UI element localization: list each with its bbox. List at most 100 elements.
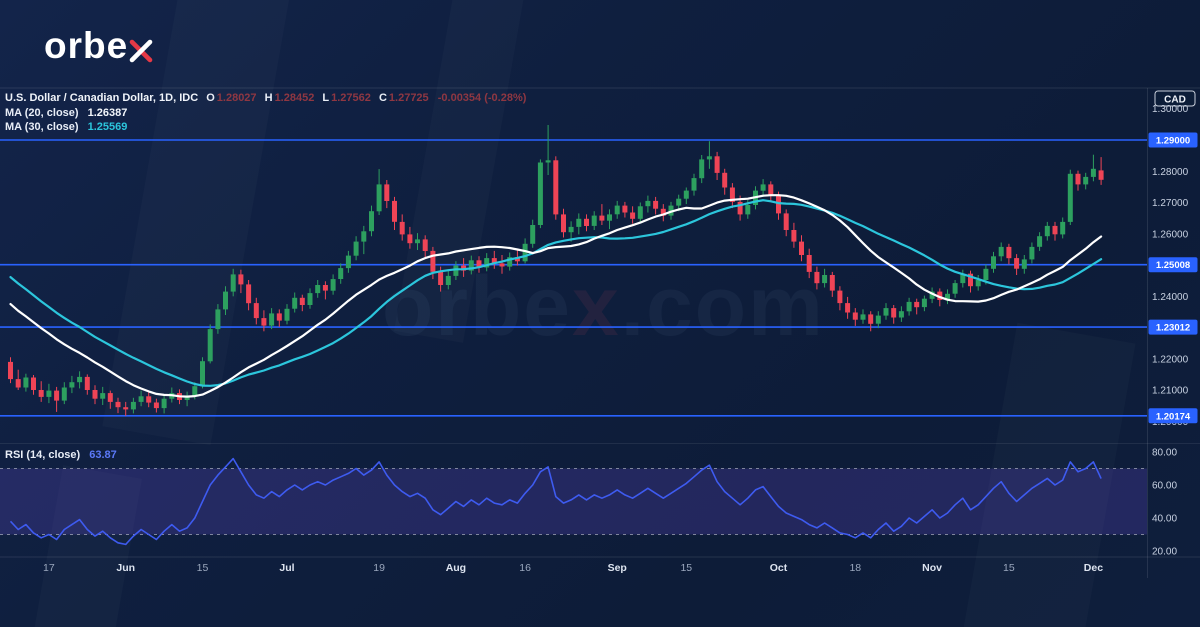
candle-body [453,265,459,276]
candle-body [898,311,904,318]
candle-body [1052,225,1058,235]
candle-body [868,314,874,324]
candle-body [507,257,513,267]
currency-badge [1154,90,1196,107]
candle-body [84,376,90,390]
close-label: C [378,92,387,104]
candle-body [837,290,843,304]
candles-layer[interactable] [8,125,1104,416]
candle-body [576,218,582,227]
candle-body [852,312,858,320]
ma30-line[interactable] [9,199,1103,387]
price-tick-label: 1.24000 [1152,292,1189,303]
ma20-label: MA (20, close) [5,106,79,119]
price-tick-label: 1.30000 [1152,104,1189,115]
open-label: O [206,92,215,104]
candle-body [722,172,728,188]
candle-body [192,386,198,397]
price-tick-label: 1.26000 [1152,229,1189,240]
rsi-line[interactable] [9,457,1102,546]
candle-body [361,231,367,242]
orbex-logo: orbe [44,26,153,66]
candle-body [914,301,920,308]
close-value: 1.27725 [388,92,429,104]
candle-body [299,297,305,305]
price-tick-label: 1.27000 [1152,198,1189,209]
rsi-legend-row[interactable]: RSI (14, close) 63.87 [5,449,117,461]
candle-body [130,401,136,410]
candle-body [115,401,121,408]
candle-body [445,275,451,285]
candle-body [960,273,966,284]
ma20-value: 1.26387 [87,106,128,119]
candle-body [253,303,259,319]
low-label: L [322,92,330,104]
candle-body [1060,221,1066,235]
candle-body [791,230,797,242]
candle-body [829,275,835,291]
candle-body [422,239,428,251]
orbex-logo-text: orbe [44,25,129,66]
price-level-badge-label: 1.20174 [1156,411,1191,422]
candle-body [230,274,236,292]
candle-body [107,393,113,402]
candle-body [968,273,973,287]
candle-body [484,258,490,268]
candle-body [653,200,659,209]
candle-body [123,407,129,410]
candle-body [891,308,897,318]
candle-body [238,274,244,285]
candle-body [23,377,29,388]
candle-body [1014,258,1020,269]
candle-body [369,211,374,232]
candle-body [676,198,682,206]
candle-body [937,291,943,300]
candle-body [699,159,705,179]
time-tick-label: 17 [43,562,55,574]
candle-body [353,241,359,256]
time-axis[interactable]: 17 Jun 15 Jul 19 Aug 16 Sep 15 Oct 18 Nov 15 Dec [43,562,1103,574]
candle-body [921,298,927,308]
ma30-value: 1.25569 [87,121,128,133]
candle-body [607,214,612,221]
time-tick-label: Aug [446,562,466,574]
candle-body [468,260,474,271]
candle-body [537,162,543,225]
symbol-title-row[interactable]: U.S. Dollar / Canadian Dollar, 1D, IDC O… [5,91,526,106]
ma30-legend-row[interactable]: MA (30, close) 1.25569 [5,120,526,135]
candle-body [814,271,820,284]
price-level-badge-label: 1.29000 [1156,136,1190,147]
high-label: H [264,92,273,104]
candle-body [706,156,712,160]
ma20-line[interactable] [9,194,1103,398]
candle-body [1098,170,1104,180]
price-level-badge [1148,319,1198,335]
time-tick-label: Jun [116,562,135,574]
candle-body [100,393,106,399]
candle-body [768,184,774,196]
candle-body [599,215,605,221]
candle-body [399,221,405,235]
candle-body [438,271,444,285]
price-tick-label: 1.22000 [1152,354,1189,365]
candle-body [92,390,98,399]
candle-body [430,250,436,272]
candle-body [1037,236,1043,247]
candle-body [983,268,989,280]
candle-body [737,201,743,215]
candle-body [146,396,152,403]
candle-body [376,184,382,212]
candle-body [991,256,996,269]
candle-body [561,214,566,233]
candle-body [1067,173,1073,222]
candle-body [691,178,697,191]
candle-body [760,184,766,191]
candle-body [200,361,205,387]
candle-body [998,246,1004,257]
ma20-legend-row[interactable]: MA (20, close) 1.26387 [5,106,526,121]
low-value: 1.27562 [331,92,371,104]
candle-body [207,329,213,362]
candle-body [630,212,636,219]
